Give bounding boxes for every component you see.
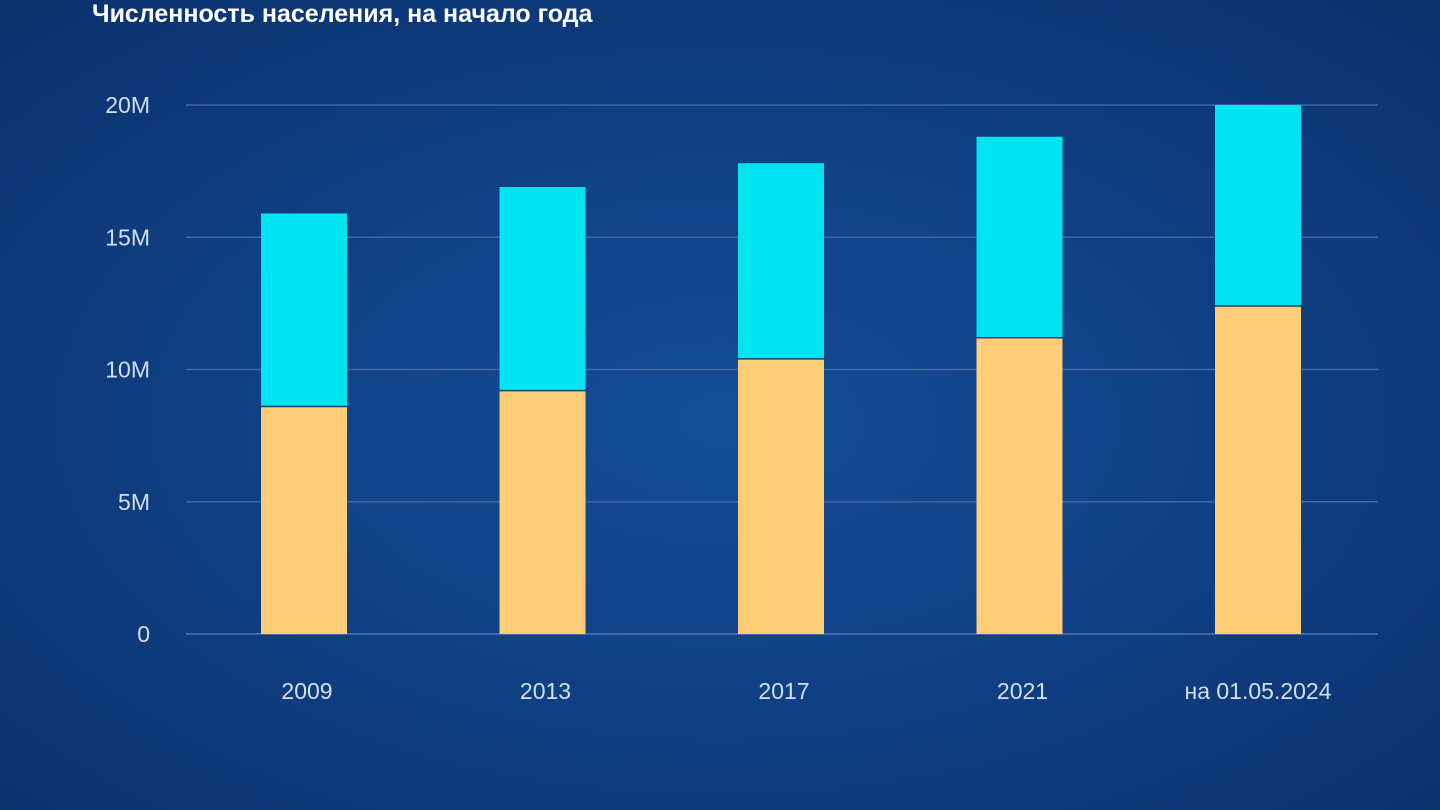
- bar-segment-upper-3: [976, 136, 1063, 338]
- y-tick-label: 20M: [105, 92, 150, 118]
- bar-segment-upper-0: [261, 213, 347, 407]
- x-tick-label: 2009: [281, 678, 332, 704]
- bar-segment-lower-2: [738, 358, 824, 634]
- x-axis-tick-labels: 2009 2013 2017 2021 на 01.05.2024: [281, 678, 1331, 704]
- chart-title: Численность населения, на начало года: [92, 0, 593, 28]
- x-tick-label: 2017: [758, 678, 809, 704]
- y-axis-tick-labels: 0 5M 10M 15M 20M: [105, 92, 150, 647]
- y-tick-label: 0: [137, 621, 150, 647]
- x-tick-label: 2013: [520, 678, 571, 704]
- bar-segment-lower-3: [976, 337, 1063, 634]
- bars: [261, 105, 1301, 634]
- x-tick-label: на 01.05.2024: [1185, 678, 1332, 704]
- y-tick-label: 10M: [105, 357, 150, 383]
- bar-segment-upper-4: [1215, 105, 1301, 307]
- y-tick-label: 15M: [105, 224, 150, 250]
- bar-segment-lower-1: [499, 390, 586, 634]
- y-tick-label: 5M: [118, 489, 150, 515]
- x-tick-label: 2021: [997, 678, 1048, 704]
- bar-segment-upper-1: [499, 186, 586, 391]
- bar-segment-upper-2: [738, 163, 824, 359]
- bar-segment-lower-0: [261, 406, 347, 634]
- bar-segment-lower-4: [1215, 306, 1301, 634]
